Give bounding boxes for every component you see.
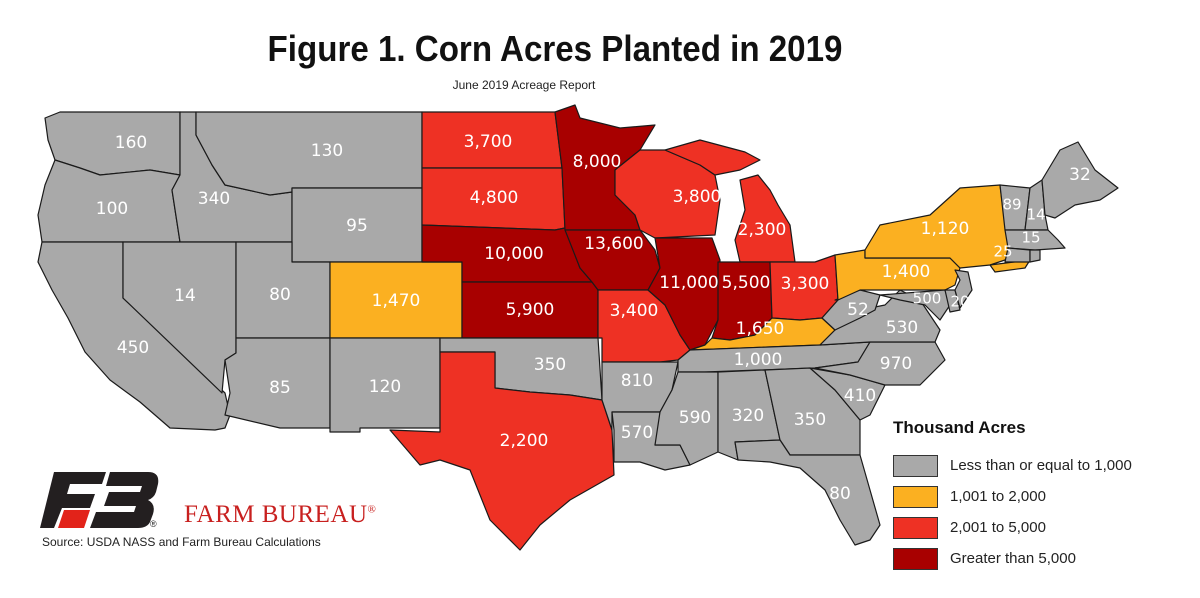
legend-item-low: Less than or equal to 1,000 [893,450,1132,481]
label-NJ: 77 [968,269,987,287]
label-MO: 3,400 [610,301,659,321]
label-TN: 1,000 [734,350,783,370]
state-ME [1041,141,1119,219]
legend-label: Greater than 5,000 [950,550,1076,567]
label-ND: 3,700 [464,132,513,152]
registered-mark: ® [150,519,157,529]
state-NC [814,341,946,386]
legend-label: 1,001 to 2,000 [950,488,1046,505]
label-NH: 14 [1026,206,1045,224]
label-ME: 32 [1069,165,1091,185]
legend-label: 2,001 to 5,000 [950,519,1046,536]
label-AL: 320 [732,406,764,426]
legend-swatch-red [893,516,938,539]
label-SC: 410 [844,386,876,406]
label-NY: 1,120 [921,219,970,239]
label-FL: 80 [829,484,851,504]
legend-swatch-gray [893,454,938,477]
label-PA: 1,400 [882,262,931,282]
label-NE: 10,000 [484,244,543,264]
legend-title: Thousand Acres [893,418,1026,437]
label-MD: 500 [913,290,942,308]
label-KS: 5,900 [506,300,555,320]
label-VT: 89 [1002,196,1021,214]
legend-item-mid: 1,001 to 2,000 [893,481,1132,512]
label-IL: 11,000 [659,273,718,293]
legend-item-high: 2,001 to 5,000 [893,512,1132,543]
label-TX: 2,200 [500,431,549,451]
label-MS: 590 [679,408,711,428]
chart-title: Figure 1. Corn Acres Planted in 2019 [267,28,843,69]
label-CA: 450 [117,338,149,358]
state-RI [1029,249,1041,263]
label-NM: 120 [369,377,401,397]
label-OR: 100 [96,199,128,219]
legend: Thousand Acres Less than or equal to 1,0… [893,418,1132,574]
label-MT: 130 [311,141,343,161]
chart-subtitle: June 2019 Acreage Report [452,78,596,92]
label-KY: 1,650 [736,319,785,339]
label-IN: 5,500 [722,273,771,293]
legend-swatch-darkred [893,547,938,570]
state-WV [821,289,881,331]
state-MI [734,174,796,263]
label-WA: 160 [115,133,147,153]
legend-swatch-orange [893,485,938,508]
label-AR: 810 [621,371,653,391]
label-SD: 4,800 [470,188,519,208]
label-DE: 20 [950,293,969,311]
state-NH [1024,179,1049,231]
farm-bureau-logo-icon [40,472,159,528]
brand-name-text: FARM BUREAU [184,501,368,528]
label-VA: 530 [886,318,918,338]
label-CT: 25 [993,243,1012,261]
state-FL [734,439,881,546]
label-LA: 570 [621,423,653,443]
brand-registered-mark: ® [367,503,377,516]
label-MN: 8,000 [573,152,622,172]
label-NV: 14 [174,286,196,306]
state-MI-UP [664,139,761,176]
source-note: Source: USDA NASS and Farm Bureau Calcul… [42,535,321,549]
label-CO: 1,470 [372,291,421,311]
label-MI: 2,300 [738,220,787,240]
label-OH: 3,300 [781,274,830,294]
label-IA: 13,600 [584,234,643,254]
brand-name: FARM BUREAU® [184,501,376,529]
label-AZ: 85 [269,378,291,398]
label-UT: 80 [269,285,291,305]
label-WV: 52 [847,300,869,320]
label-OK: 350 [534,355,566,375]
label-MA: 15 [1021,229,1040,247]
legend-label: Less than or equal to 1,000 [950,457,1132,474]
legend-item-top: Greater than 5,000 [893,543,1132,574]
label-WY: 95 [346,216,368,236]
state-MT [195,111,423,196]
label-GA: 350 [794,410,826,430]
state-TX [389,351,615,551]
label-WI: 3,800 [673,187,722,207]
label-ID: 340 [198,189,230,209]
label-NC: 970 [880,354,912,374]
state-NJ [954,269,973,309]
